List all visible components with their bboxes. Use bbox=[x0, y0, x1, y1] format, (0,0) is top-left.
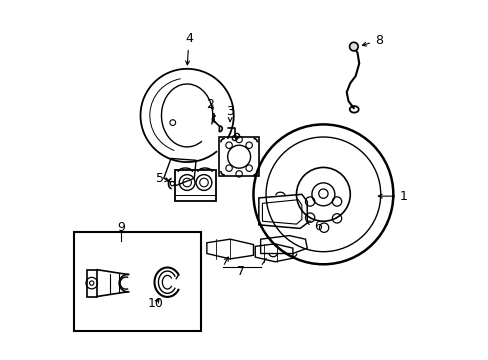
Text: 4: 4 bbox=[184, 32, 192, 65]
Bar bbox=[74, 232, 201, 330]
Text: 3: 3 bbox=[226, 105, 234, 122]
Text: 2: 2 bbox=[206, 98, 214, 111]
Text: 7: 7 bbox=[236, 265, 244, 278]
Circle shape bbox=[170, 181, 174, 186]
Text: 9: 9 bbox=[117, 221, 124, 234]
Text: 10: 10 bbox=[147, 297, 163, 310]
Text: 5: 5 bbox=[156, 172, 169, 185]
Circle shape bbox=[349, 42, 357, 51]
Text: 1: 1 bbox=[378, 190, 407, 203]
Text: 8: 8 bbox=[362, 33, 382, 47]
Bar bbox=[174, 170, 215, 201]
Text: 6: 6 bbox=[306, 220, 321, 233]
